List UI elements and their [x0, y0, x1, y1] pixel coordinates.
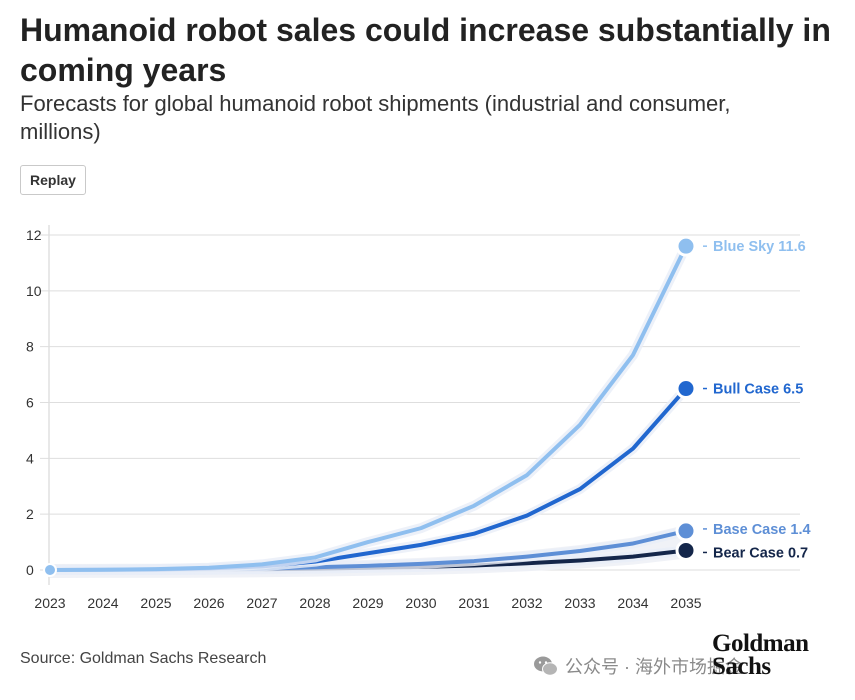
series-line-blue-sky: [48, 244, 688, 572]
chart-subtitle: Forecasts for global humanoid robot ship…: [20, 91, 731, 144]
end-point-bear-case: [675, 539, 697, 561]
line-chart: 0 2 4 6 8 10 12 2023 2024 2025 2026 2027 2028 2029 203…: [26, 225, 811, 611]
y-tick-label: 8: [26, 339, 34, 355]
end-label-bear-case: Bear Case 0.7: [713, 545, 808, 561]
x-tick-label: 2030: [405, 595, 436, 611]
goldman-sachs-logo: Goldman Sachs: [712, 630, 809, 680]
y-tick-label: 4: [26, 450, 34, 466]
x-tick-label: 2023: [34, 595, 65, 611]
x-tick-label: 2034: [617, 595, 648, 611]
chart-title: Humanoid robot sales could increase subs…: [20, 12, 831, 88]
x-tick-label: 2026: [193, 595, 224, 611]
end-point-base-case: [675, 520, 697, 542]
source-note: Source: Goldman Sachs Research: [20, 650, 267, 667]
start-point-marker: [43, 563, 57, 577]
wechat-icon: [534, 656, 558, 676]
y-tick-label: 10: [26, 283, 42, 299]
end-label-blue-sky: Blue Sky 11.6: [713, 239, 806, 255]
x-tick-label: 2033: [564, 595, 595, 611]
watermark: 公众号 · 海外市场掘金: [533, 653, 743, 679]
y-tick-label: 6: [26, 395, 34, 411]
replay-button[interactable]: Replay: [20, 165, 86, 195]
watermark-text: 公众号 · 海外市场掘金: [565, 657, 743, 677]
y-tick-label: 12: [26, 227, 42, 243]
x-tick-label: 2031: [458, 595, 489, 611]
x-tick-label: 2029: [352, 595, 383, 611]
end-point-blue-sky: [675, 235, 697, 257]
end-point-bull-case: [675, 378, 697, 400]
x-tick-label: 2032: [511, 595, 542, 611]
x-tick-label: 2025: [140, 595, 171, 611]
x-tick-label: 2024: [87, 595, 118, 611]
end-label-bull-case: Bull Case 6.5: [713, 382, 803, 398]
x-tick-label: 2035: [670, 595, 701, 611]
y-tick-label: 2: [26, 506, 34, 522]
y-tick-label: 0: [26, 562, 34, 578]
x-tick-label: 2027: [246, 595, 277, 611]
end-label-base-case: Base Case 1.4: [713, 522, 811, 538]
x-tick-label: 2028: [299, 595, 330, 611]
